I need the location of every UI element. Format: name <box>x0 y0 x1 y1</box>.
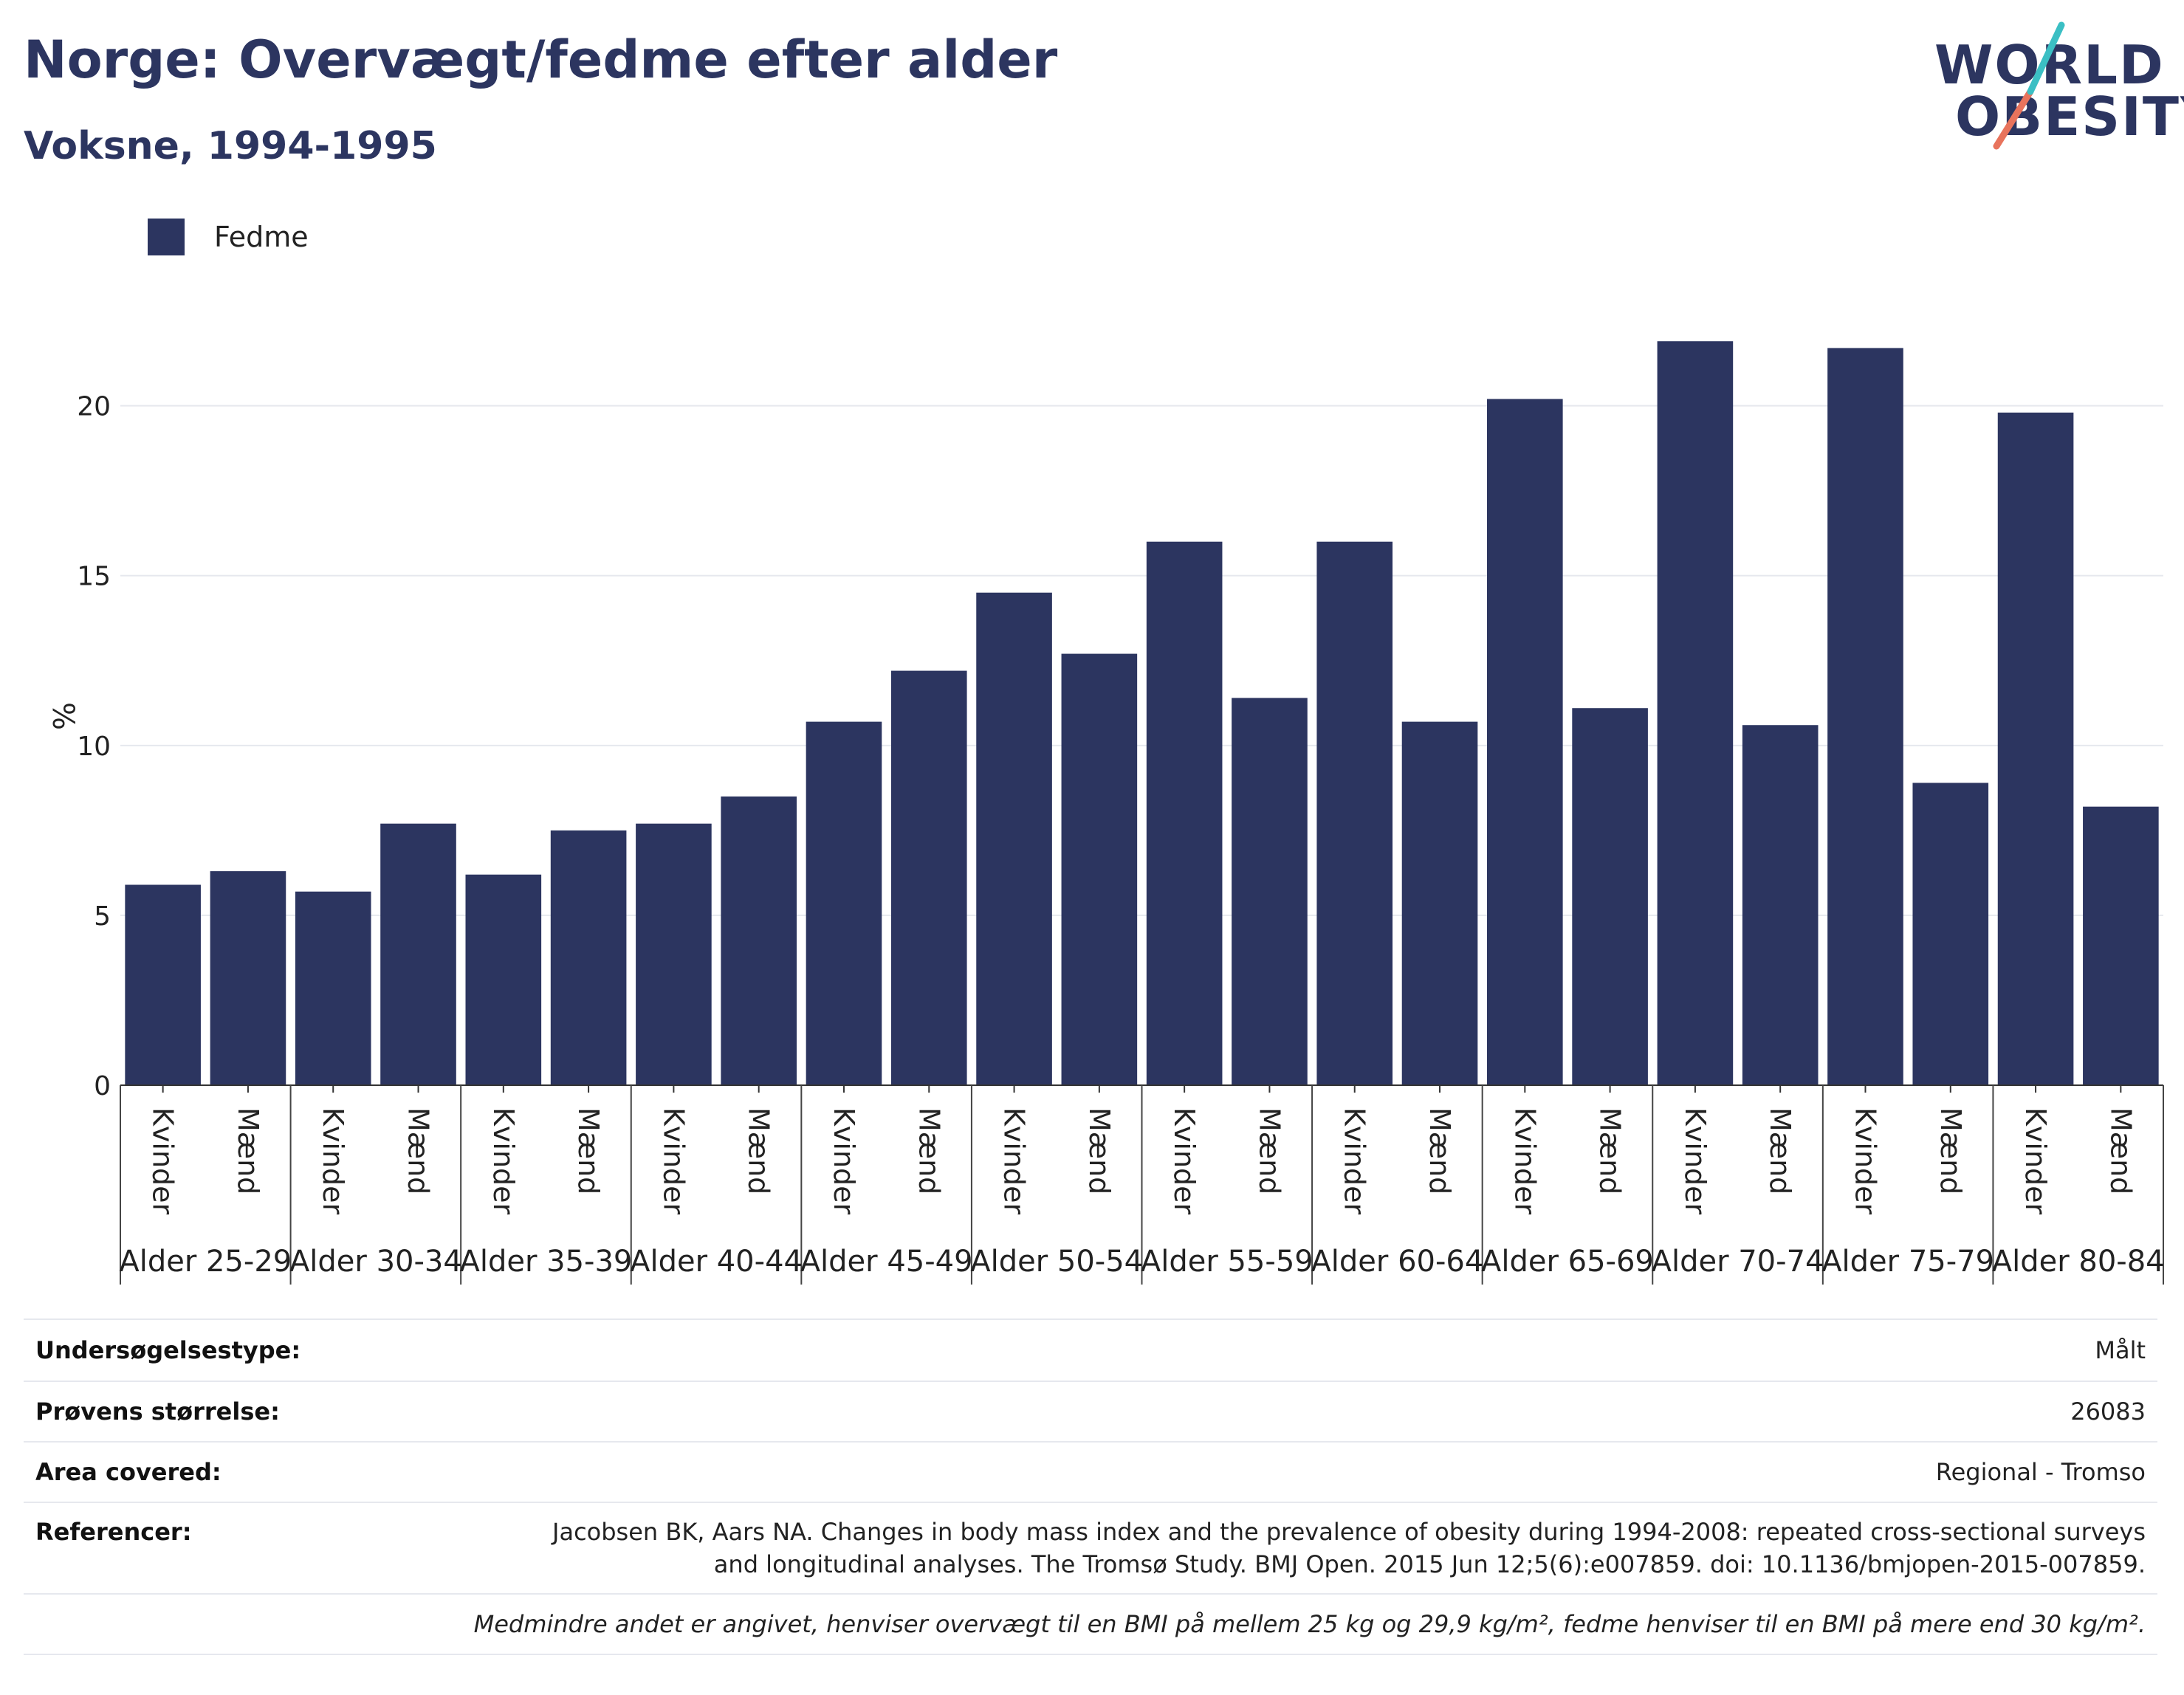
bar <box>1572 708 1648 1085</box>
x-group-label: Alder 75-79 <box>1821 1245 1994 1279</box>
x-category-label: Kvinder <box>147 1107 179 1215</box>
area-value: Regional - Tromso <box>346 1441 2157 1502</box>
y-tick-label: 5 <box>94 901 111 932</box>
meta-row-sample-size: Prøvens størrelse: 26083 <box>24 1381 2157 1442</box>
y-axis-label: % <box>46 702 80 730</box>
bar <box>636 823 712 1085</box>
x-category-label: Mænd <box>913 1107 945 1194</box>
x-group-label: Alder 55-59 <box>1141 1245 1314 1279</box>
chart-subtitle: Voksne, 1994-1995 <box>24 124 437 168</box>
survey-type-label: Undersøgelsestype: <box>24 1318 347 1381</box>
legend-label: Fedme <box>214 221 309 253</box>
bar <box>1146 541 1223 1085</box>
bar <box>380 823 456 1085</box>
meta-row-survey-type: Undersøgelsestype: Målt <box>24 1318 2157 1381</box>
x-category-label: Mænd <box>1083 1107 1116 1194</box>
bar <box>1061 653 1138 1085</box>
bar <box>1912 783 1989 1085</box>
references-line-2: and longitudinal analyses. The Tromsø St… <box>713 1550 2146 1578</box>
x-category-label: Kvinder <box>1849 1107 1881 1215</box>
x-category-label: Kvinder <box>1168 1107 1201 1215</box>
meta-row-area: Area covered: Regional - Tromso <box>24 1441 2157 1502</box>
x-category-label: Mænd <box>2104 1107 2137 1194</box>
bar <box>1742 725 1819 1085</box>
x-category-label: Kvinder <box>487 1107 520 1215</box>
x-group-label: Alder 50-54 <box>970 1245 1143 1279</box>
x-group-label: Alder 25-29 <box>119 1245 292 1279</box>
references-line-1: Jacobsen BK, Aars NA. Changes in body ma… <box>552 1518 2146 1546</box>
x-group-label: Alder 60-64 <box>1311 1245 1483 1279</box>
bars <box>125 341 2159 1086</box>
bar <box>1232 698 1308 1085</box>
x-axis: Alder 25-29 Kvinder Mænd Alder 30-34 Kvinder… <box>119 1084 2165 1285</box>
world-obesity-logo: WORLD OBESITY <box>1920 21 2184 161</box>
footnote: Medmindre andet er angivet, henviser ove… <box>24 1593 2157 1655</box>
y-tick-label: 15 <box>77 562 111 592</box>
x-category-label: Kvinder <box>998 1107 1031 1215</box>
x-category-label: Mænd <box>402 1107 435 1194</box>
bar <box>1997 412 2074 1085</box>
x-group-label: Alder 40-44 <box>630 1245 803 1279</box>
sample-size-label: Prøvens størrelse: <box>24 1381 347 1442</box>
x-category-label: Mænd <box>1594 1107 1627 1194</box>
bar <box>125 884 201 1085</box>
bar <box>295 891 371 1085</box>
area-label: Area covered: <box>24 1441 347 1502</box>
x-category-label: Kvinder <box>1508 1107 1541 1215</box>
x-category-label: Kvinder <box>317 1107 349 1215</box>
x-category-label: Kvinder <box>2019 1107 2052 1215</box>
x-category-label: Kvinder <box>828 1107 860 1215</box>
chart-legend[interactable]: Fedme <box>148 219 309 255</box>
bar <box>1657 341 1734 1085</box>
x-category-label: Kvinder <box>1679 1107 1711 1215</box>
bar <box>976 592 1052 1085</box>
x-group-label: Alder 70-74 <box>1652 1245 1824 1279</box>
x-category-label: Mænd <box>572 1107 605 1194</box>
bar <box>1827 348 1903 1086</box>
x-category-label: Mænd <box>1934 1107 1967 1194</box>
legend-swatch <box>148 219 185 255</box>
bar <box>210 871 286 1085</box>
bar <box>2083 806 2159 1085</box>
bar <box>550 830 627 1085</box>
x-group-label: Alder 35-39 <box>460 1245 633 1279</box>
meta-row-footnote: Medmindre andet er angivet, henviser ove… <box>24 1593 2157 1655</box>
x-category-label: Mænd <box>743 1107 775 1194</box>
logo-slash-icon <box>1993 21 2065 150</box>
metadata-table: Undersøgelsestype: Målt Prøvens størrels… <box>24 1318 2157 1655</box>
y-tick-label: 0 <box>94 1071 111 1101</box>
references-value: Jacobsen BK, Aars NA. Changes in body ma… <box>346 1502 2157 1594</box>
x-group-label: Alder 30-34 <box>289 1245 462 1279</box>
logo-text-obesity: OBESITY <box>1955 86 2184 148</box>
x-category-label: Mænd <box>1424 1107 1456 1194</box>
bar <box>465 874 542 1085</box>
references-label: Referencer: <box>24 1502 347 1594</box>
meta-row-references: Referencer: Jacobsen BK, Aars NA. Change… <box>24 1502 2157 1594</box>
x-group-label: Alder 80-84 <box>1992 1245 2165 1279</box>
bar <box>1316 541 1393 1085</box>
x-category-label: Kvinder <box>1339 1107 1371 1215</box>
sample-size-value: 26083 <box>346 1381 2157 1442</box>
bar <box>721 796 797 1085</box>
survey-type-value: Målt <box>346 1318 2157 1381</box>
bar <box>1401 721 1478 1085</box>
bar-chart: Alder 25-29 Kvinder Mænd Alder 30-34 Kvinder… <box>46 341 2165 1285</box>
x-category-label: Mænd <box>1764 1107 1796 1194</box>
x-group-label: Alder 45-49 <box>800 1245 973 1279</box>
x-group-label: Alder 65-69 <box>1481 1245 1654 1279</box>
bar <box>1487 399 1563 1085</box>
bar <box>806 721 882 1085</box>
x-category-label: Kvinder <box>657 1107 690 1215</box>
x-category-label: Mænd <box>1253 1107 1285 1194</box>
grid-lines <box>120 405 2163 916</box>
y-tick-label: 10 <box>77 732 111 762</box>
bar <box>890 670 967 1085</box>
y-axis-ticks: 0 5 10 15 20 <box>77 392 111 1101</box>
x-category-label: Mænd <box>232 1107 264 1194</box>
y-tick-label: 20 <box>77 392 111 422</box>
chart-title: Norge: Overvægt/fedme efter alder <box>24 30 1058 90</box>
